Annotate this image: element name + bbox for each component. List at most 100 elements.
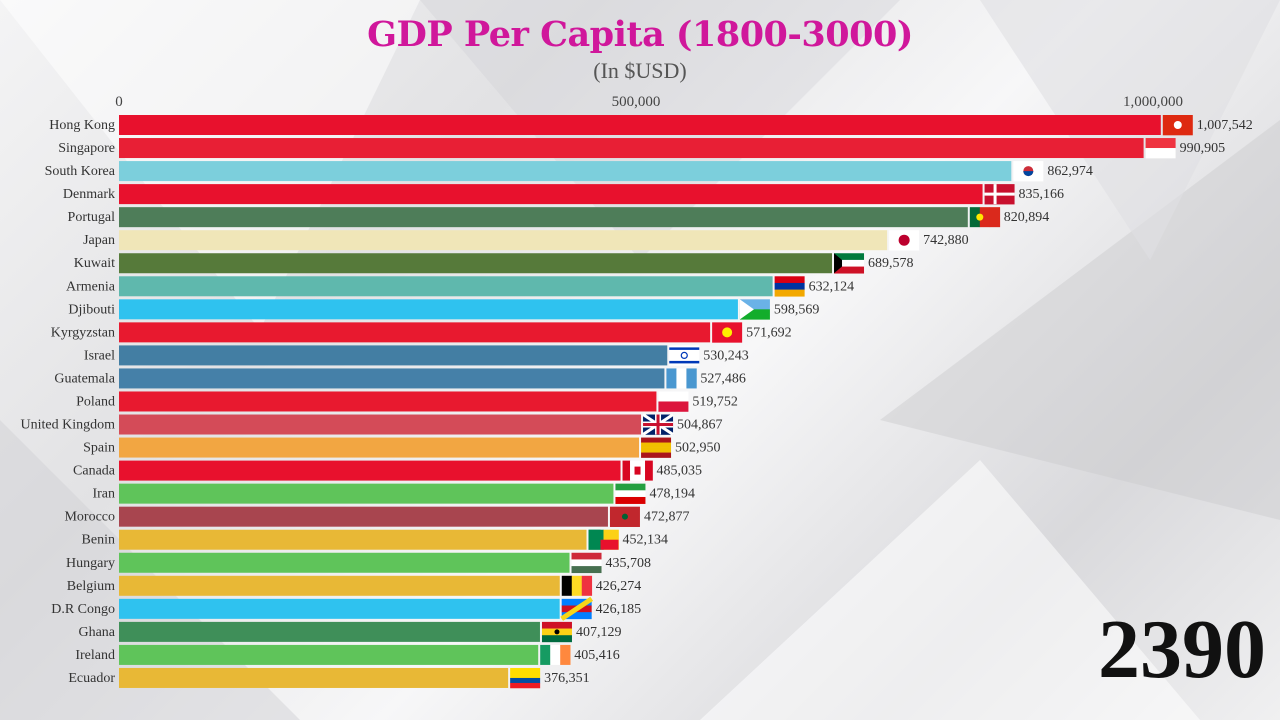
flag-icon <box>561 575 593 596</box>
value-label: 435,708 <box>606 556 652 571</box>
chart-title: GDP Per Capita (1800-3000) <box>367 14 913 55</box>
category-label: Morocco <box>64 510 115 525</box>
flag-icon <box>774 276 805 297</box>
value-label: 504,867 <box>677 418 723 433</box>
value-label: 502,950 <box>675 441 721 456</box>
value-label: 530,243 <box>703 348 749 363</box>
bar <box>119 322 711 343</box>
value-label: 527,486 <box>700 371 746 386</box>
value-label: 598,569 <box>774 302 820 317</box>
flag-icon <box>540 644 571 665</box>
value-label: 632,124 <box>809 279 855 294</box>
flag-icon <box>622 460 653 481</box>
bar-row: Djibouti 598,569 <box>68 299 820 320</box>
value-label: 452,134 <box>623 533 669 548</box>
bar <box>119 506 608 527</box>
value-label: 472,877 <box>644 510 690 525</box>
value-label: 835,166 <box>1019 187 1065 202</box>
value-label: 862,974 <box>1047 164 1093 179</box>
bar <box>119 207 968 228</box>
flag-icon <box>641 437 672 458</box>
category-label: Kyrgyzstan <box>51 325 115 340</box>
value-label: 742,880 <box>923 233 969 248</box>
bar-row: Morocco 472,877 <box>64 506 690 527</box>
flag-icon <box>712 322 743 343</box>
bar <box>119 161 1012 182</box>
bar <box>119 253 833 274</box>
category-label: Ghana <box>78 625 115 640</box>
flag-icon <box>658 391 689 412</box>
flag-icon <box>510 667 541 689</box>
bar <box>119 230 888 251</box>
category-label: United Kingdom <box>21 418 116 433</box>
category-label: Hong Kong <box>49 118 115 133</box>
bar-row: Belgium 426,274 <box>67 575 642 596</box>
bar-row: Hungary 435,708 <box>66 552 652 574</box>
category-label: Kuwait <box>74 256 115 271</box>
flag-icon <box>541 621 572 643</box>
bar-row: Kuwait 689,578 <box>74 253 914 274</box>
bar-row: Ireland 405,416 <box>75 644 620 665</box>
bar <box>119 552 570 573</box>
bar-row: Ecuador 376,351 <box>68 667 590 689</box>
category-label: South Korea <box>45 164 116 179</box>
bar <box>119 368 665 389</box>
bar-row: Portugal 820,894 <box>68 207 1050 228</box>
bar <box>119 345 668 366</box>
flag-icon <box>984 184 1015 205</box>
bar-row: Hong Kong 1,007,542 <box>49 115 1253 136</box>
value-label: 376,351 <box>544 671 590 686</box>
value-label: 990,905 <box>1180 141 1226 156</box>
bar <box>119 483 614 504</box>
category-label: Ireland <box>75 648 115 663</box>
bar-row: Denmark 835,166 <box>63 184 1065 205</box>
x-tick-label: 1,000,000 <box>1123 94 1183 110</box>
flag-icon <box>588 529 619 550</box>
category-label: D.R Congo <box>51 602 115 617</box>
bar <box>119 184 983 205</box>
bar <box>119 299 738 320</box>
category-label: Denmark <box>63 187 115 202</box>
bar-row: South Korea 862,974 <box>45 161 1093 182</box>
value-label: 407,129 <box>576 625 622 640</box>
bar <box>119 437 640 458</box>
flag-icon <box>1162 115 1193 136</box>
bar <box>119 414 642 435</box>
flag-icon <box>969 207 1001 228</box>
value-label: 426,274 <box>596 579 642 594</box>
bar-row: Ghana 407,129 <box>78 621 622 643</box>
bar <box>119 575 560 596</box>
flag-icon <box>666 368 697 389</box>
category-label: Singapore <box>58 141 115 156</box>
flag-icon <box>615 483 646 504</box>
value-label: 405,416 <box>574 648 620 663</box>
bar <box>119 138 1144 159</box>
value-label: 1,007,542 <box>1197 118 1253 133</box>
category-label: Belgium <box>67 579 115 594</box>
value-label: 820,894 <box>1004 210 1050 225</box>
bar-row: Iran 478,194 <box>92 483 695 504</box>
category-label: Guatemala <box>54 371 115 386</box>
flag-icon <box>889 230 920 251</box>
category-label: Armenia <box>66 279 116 294</box>
bar-row: Spain 502,950 <box>83 437 721 458</box>
value-label: 478,194 <box>649 487 695 502</box>
bar <box>119 391 657 412</box>
x-tick-label: 500,000 <box>612 94 661 110</box>
bar-row: Canada 485,035 <box>73 460 702 481</box>
flag-icon <box>1145 138 1176 159</box>
bar-row: Singapore 990,905 <box>58 138 1226 159</box>
bar <box>119 621 540 642</box>
flag-icon <box>669 345 700 366</box>
bar <box>119 276 773 297</box>
value-label: 689,578 <box>868 256 914 271</box>
category-label: Hungary <box>66 556 115 571</box>
bar-row: Israel 530,243 <box>84 345 749 366</box>
category-label: Japan <box>83 233 115 248</box>
category-label: Canada <box>73 464 116 479</box>
category-label: Spain <box>83 441 115 456</box>
value-label: 571,692 <box>746 325 792 340</box>
flag-icon <box>1013 161 1044 182</box>
flag-icon <box>609 506 640 527</box>
